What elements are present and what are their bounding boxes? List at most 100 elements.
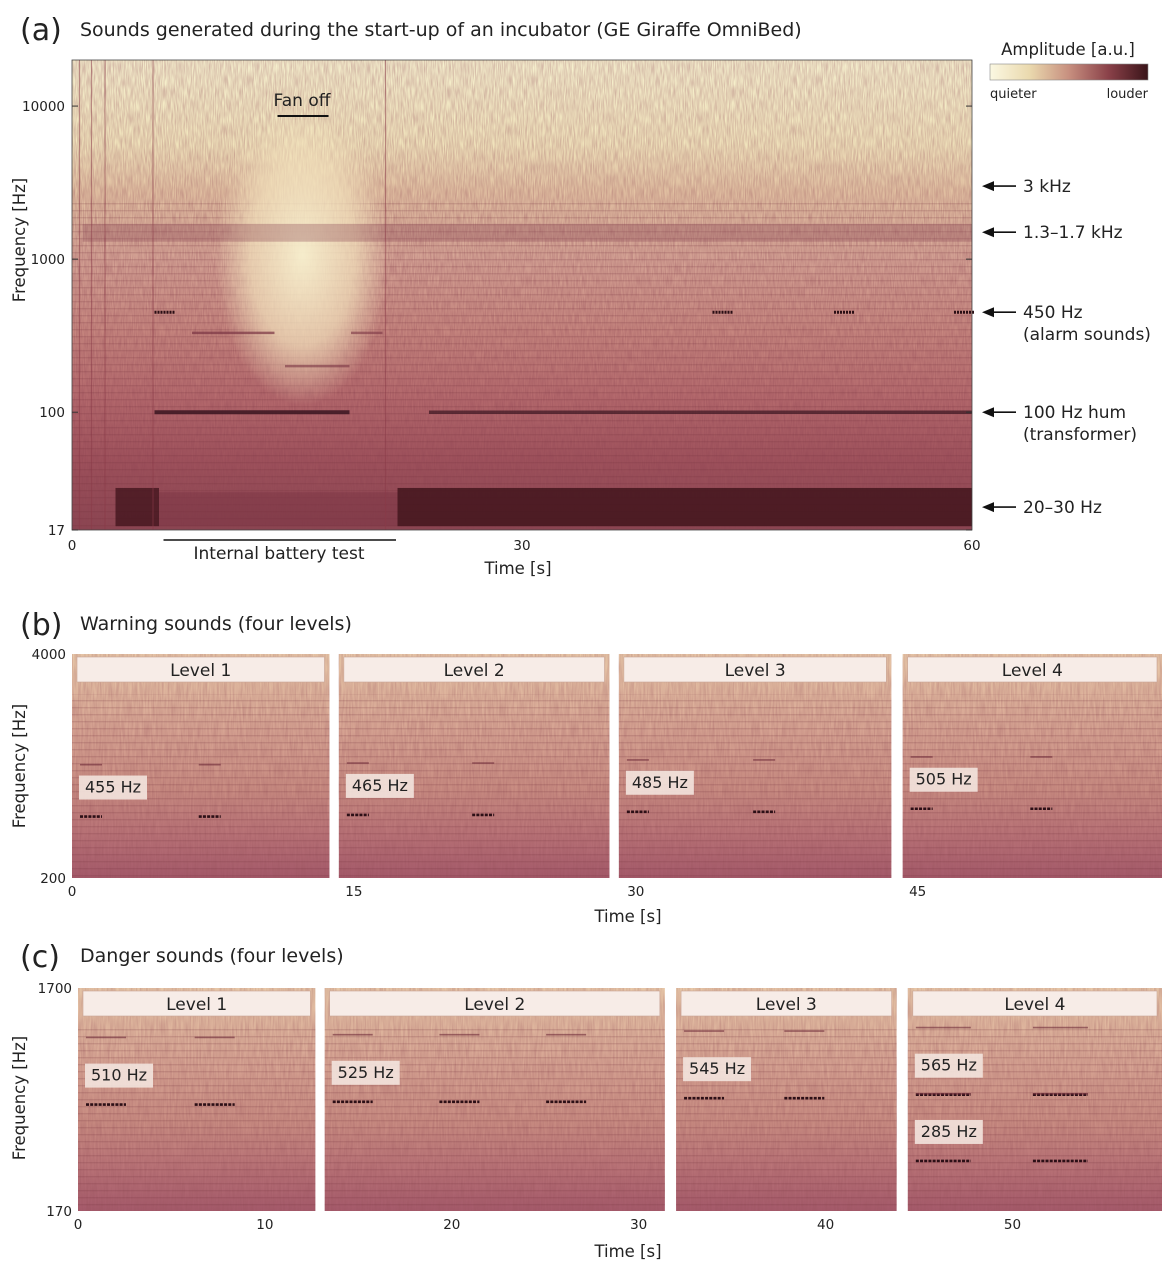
tone-label: 510 Hz bbox=[91, 1066, 147, 1085]
marker-arrow-head bbox=[982, 407, 994, 418]
level-segment: Level 3 485 Hz bbox=[618, 654, 892, 878]
tone-label-box bbox=[683, 1057, 752, 1082]
level-segment: Level 4 565 Hz 285 Hz bbox=[907, 988, 1162, 1211]
level-header bbox=[82, 990, 311, 1017]
panel-a-title: Sounds generated during the start-up of … bbox=[80, 19, 802, 41]
level-label: Level 2 bbox=[464, 995, 525, 1015]
tone-label-box bbox=[914, 1053, 983, 1078]
colorbar-gradient bbox=[989, 63, 1149, 81]
colorbar-high-label: louder bbox=[1107, 87, 1149, 102]
x-tick-label-a: 30 bbox=[513, 538, 530, 554]
tone-label: 565 Hz bbox=[921, 1056, 977, 1075]
panel-c: (c) Danger sounds (four levels) Level 1 5… bbox=[10, 940, 1162, 1261]
y-tick-label: 4000 bbox=[32, 647, 66, 663]
x-axis-label-b: Time [s] bbox=[593, 907, 661, 926]
x-tick-label: 50 bbox=[1004, 1217, 1021, 1233]
colorbar-title: Amplitude [a.u.] bbox=[1001, 40, 1135, 59]
level-segment: Level 4 505 Hz bbox=[902, 654, 1162, 878]
x-tick-label-a: 60 bbox=[963, 538, 980, 554]
frequency-marker: 450 Hz(alarm sounds) bbox=[982, 303, 1151, 345]
level-label: Level 2 bbox=[444, 661, 505, 681]
frequency-marker-label: (transformer) bbox=[1023, 425, 1137, 445]
frequency-marker-label: (alarm sounds) bbox=[1023, 325, 1151, 345]
panel-a: (a) Sounds generated during the start-up… bbox=[10, 13, 1151, 578]
x-axis-label-c: Time [s] bbox=[593, 1242, 661, 1261]
tone-label-box bbox=[345, 773, 414, 798]
frequency-marker: 100 Hz hum(transformer) bbox=[982, 403, 1137, 445]
level-label: Level 4 bbox=[1004, 995, 1065, 1015]
x-tick-label-a: 0 bbox=[68, 538, 77, 554]
y-tick-label-a: 10000 bbox=[22, 99, 65, 115]
level-header bbox=[680, 990, 892, 1017]
panel-a-letter: (a) bbox=[20, 13, 62, 48]
panel-c-letter: (c) bbox=[20, 940, 60, 975]
frequency-marker-label: 100 Hz hum bbox=[1023, 403, 1126, 423]
axes-a: 10000 1000 100 170 30 60 bbox=[22, 99, 981, 554]
colorbar-low-label: quieter bbox=[990, 87, 1037, 102]
level-label: Level 4 bbox=[1002, 661, 1063, 681]
level-header bbox=[623, 656, 887, 683]
x-tick-label: 30 bbox=[630, 1217, 647, 1233]
spectrogram-a bbox=[71, 59, 974, 531]
axes-c: 1700 1700 10 20 30 40 50 bbox=[38, 981, 1021, 1233]
frequency-marker-label: 450 Hz bbox=[1023, 303, 1083, 323]
level-header bbox=[329, 990, 661, 1017]
level-label: Level 1 bbox=[166, 995, 227, 1015]
fan-off-label: Fan off bbox=[274, 91, 332, 111]
y-tick-label-a: 1000 bbox=[31, 252, 65, 268]
level-label: Level 1 bbox=[170, 661, 231, 681]
level-segment: Level 1 455 Hz bbox=[72, 654, 330, 878]
frequency-marker-label: 20–30 Hz bbox=[1023, 498, 1102, 518]
tone-label: 505 Hz bbox=[916, 770, 972, 789]
x-tick-label: 10 bbox=[256, 1217, 273, 1233]
tone-label-box bbox=[331, 1060, 400, 1085]
x-tick-label: 15 bbox=[345, 884, 362, 900]
x-tick-label: 30 bbox=[627, 884, 644, 900]
y-axis-label-b: Frequency [Hz] bbox=[10, 704, 29, 828]
panel-b-title: Warning sounds (four levels) bbox=[80, 613, 352, 635]
y-tick-label: 1700 bbox=[38, 981, 72, 997]
panel-b: (b) Warning sounds (four levels) Level 1… bbox=[10, 608, 1162, 926]
panel-b-letter: (b) bbox=[20, 608, 62, 643]
marker-arrow-head bbox=[982, 502, 994, 513]
y-tick-label: 170 bbox=[46, 1204, 72, 1220]
tone-label: 485 Hz bbox=[632, 773, 688, 792]
tone-label: 455 Hz bbox=[85, 778, 141, 797]
level-segment: Level 3 545 Hz bbox=[676, 988, 897, 1211]
tone-label: 545 Hz bbox=[689, 1059, 745, 1078]
level-segment: Level 1 510 Hz bbox=[78, 988, 316, 1211]
frequency-markers: 3 kHz 1.3–1.7 kHz 450 Hz(alarm sounds) 100 … bbox=[982, 177, 1151, 518]
level-header bbox=[343, 656, 605, 683]
panel-c-title: Danger sounds (four levels) bbox=[80, 945, 344, 967]
level-header bbox=[907, 656, 1158, 683]
tone-label-box bbox=[909, 767, 978, 792]
battery-test-label: Internal battery test bbox=[193, 544, 364, 564]
level-segment: Level 2 525 Hz bbox=[324, 988, 665, 1211]
level-label: Level 3 bbox=[725, 661, 786, 681]
y-tick-label: 200 bbox=[40, 871, 66, 887]
frequency-marker-label: 3 kHz bbox=[1023, 177, 1071, 197]
y-tick-label-a: 17 bbox=[48, 523, 65, 539]
marker-arrow-head bbox=[982, 307, 994, 318]
tone-label: 525 Hz bbox=[338, 1063, 394, 1082]
y-axis-label-a: Frequency [Hz] bbox=[10, 178, 29, 302]
x-tick-label: 0 bbox=[74, 1217, 83, 1233]
x-axis-label-a: Time [s] bbox=[483, 559, 551, 578]
x-tick-label: 20 bbox=[443, 1217, 460, 1233]
tone-label-box bbox=[85, 1063, 153, 1088]
x-tick-label: 40 bbox=[817, 1217, 834, 1233]
frequency-marker: 20–30 Hz bbox=[982, 498, 1102, 518]
tone-label: 285 Hz bbox=[921, 1122, 977, 1141]
frequency-marker: 3 kHz bbox=[982, 177, 1071, 197]
y-axis-label-c: Frequency [Hz] bbox=[10, 1036, 29, 1160]
x-tick-label: 0 bbox=[68, 884, 77, 900]
tone-label-box bbox=[914, 1119, 983, 1144]
level-segment: Level 2 465 Hz bbox=[338, 654, 610, 878]
tone-label-box bbox=[79, 775, 147, 800]
tone-label: 465 Hz bbox=[352, 776, 408, 795]
frequency-marker: 1.3–1.7 kHz bbox=[982, 223, 1123, 243]
marker-arrow-head bbox=[982, 181, 994, 192]
level-header bbox=[76, 656, 325, 683]
